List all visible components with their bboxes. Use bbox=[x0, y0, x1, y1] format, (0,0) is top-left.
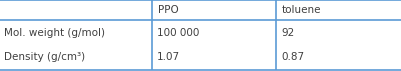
Text: 100 000: 100 000 bbox=[157, 27, 199, 37]
Text: toluene: toluene bbox=[282, 5, 322, 15]
Text: Density (g/cm³): Density (g/cm³) bbox=[4, 52, 85, 62]
Text: 0.87: 0.87 bbox=[281, 52, 304, 62]
Text: 92: 92 bbox=[281, 27, 294, 37]
Text: 1.07: 1.07 bbox=[157, 52, 180, 62]
Text: Mol. weight (g/mol): Mol. weight (g/mol) bbox=[4, 27, 105, 37]
Text: PPO: PPO bbox=[158, 5, 179, 15]
